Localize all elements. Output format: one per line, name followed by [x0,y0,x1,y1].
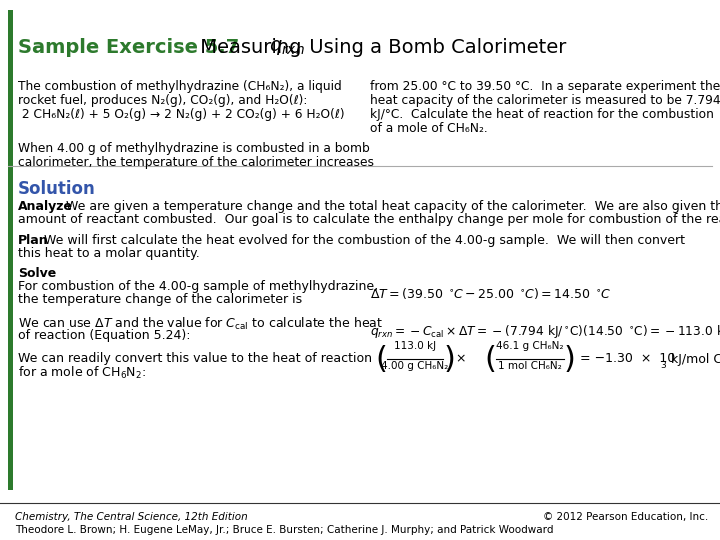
Text: of reaction (Equation 5.24):: of reaction (Equation 5.24): [18,329,191,342]
Text: rocket fuel, produces N₂(g), CO₂(g), and H₂O(ℓ):: rocket fuel, produces N₂(g), CO₂(g), and… [18,94,307,107]
Text: We will first calculate the heat evolved for the combustion of the 4.00-g sample: We will first calculate the heat evolved… [44,234,685,247]
Text: heat capacity of the calorimeter is measured to be 7.794: heat capacity of the calorimeter is meas… [370,94,720,107]
Text: Solve: Solve [18,267,56,280]
Text: kJ/°C.  Calculate the heat of reaction for the combustion: kJ/°C. Calculate the heat of reaction fo… [370,108,714,121]
Text: amount of reactant combusted.  Our goal is to calculate the enthalpy change per : amount of reactant combusted. Our goal i… [18,213,720,226]
Text: Plan: Plan [18,234,49,247]
Text: (: ( [484,345,496,374]
Text: 4.00 g CH₆N₂: 4.00 g CH₆N₂ [382,361,449,371]
Text: = −1.30  ×  10: = −1.30 × 10 [580,353,675,366]
Text: kJ/mol CH₆N₂: kJ/mol CH₆N₂ [667,353,720,366]
Text: the temperature change of the calorimeter is: the temperature change of the calorimete… [18,293,302,306]
Text: ): ) [443,345,455,374]
Text: 46.1 g CH₆N₂: 46.1 g CH₆N₂ [496,341,564,351]
Text: $q_{\mathit{rxn}} = -C_{\mathrm{cal}} \times \Delta T = -(7.794\ \mathrm{kJ/}^\c: $q_{\mathit{rxn}} = -C_{\mathrm{cal}} \t… [370,323,720,340]
Text: $\Delta T = (39.50\ ^\circ\!C - 25.00\ ^\circ\!C) = 14.50\ ^\circ\!C$: $\Delta T = (39.50\ ^\circ\!C - 25.00\ ^… [370,286,611,301]
Text: Chemistry, The Central Science, 12th Edition: Chemistry, The Central Science, 12th Edi… [15,512,248,522]
Text: For combustion of the 4.00-g sample of methylhydrazine,: For combustion of the 4.00-g sample of m… [18,280,378,293]
Text: 2 CH₆N₂(ℓ) + 5 O₂(g) → 2 N₂(g) + 2 CO₂(g) + 6 H₂O(ℓ): 2 CH₆N₂(ℓ) + 5 O₂(g) → 2 N₂(g) + 2 CO₂(g… [18,108,345,121]
Text: Solution: Solution [18,180,96,198]
Text: from 25.00 °C to 39.50 °C.  In a separate experiment the: from 25.00 °C to 39.50 °C. In a separate… [370,80,720,93]
Text: We can use $\Delta T$ and the value for $C_{\mathrm{cal}}$ to calculate the heat: We can use $\Delta T$ and the value for … [18,316,383,332]
Text: 113.0 kJ: 113.0 kJ [394,341,436,351]
Text: The combustion of methylhydrazine (CH₆N₂), a liquid: The combustion of methylhydrazine (CH₆N₂… [18,80,342,93]
Text: When 4.00 g of methylhydrazine is combusted in a bomb: When 4.00 g of methylhydrazine is combus… [18,142,370,155]
Text: Theodore L. Brown; H. Eugene LeMay, Jr.; Bruce E. Bursten; Catherine J. Murphy; : Theodore L. Brown; H. Eugene LeMay, Jr.;… [15,525,554,535]
Text: Sample Exercise 5.7: Sample Exercise 5.7 [18,38,239,57]
Text: ): ) [564,345,576,374]
Text: Using a Bomb Calorimeter: Using a Bomb Calorimeter [303,38,567,57]
Text: $q_{\mathit{rxn}}$: $q_{\mathit{rxn}}$ [269,38,305,57]
Text: ×: × [456,353,467,366]
Text: © 2012 Pearson Education, Inc.: © 2012 Pearson Education, Inc. [543,512,708,522]
Text: Analyze: Analyze [18,200,73,213]
Text: calorimeter, the temperature of the calorimeter increases: calorimeter, the temperature of the calo… [18,156,374,169]
Text: 3: 3 [660,361,666,370]
Text: for a mole of CH$_6$N$_2$:: for a mole of CH$_6$N$_2$: [18,365,146,381]
Text: We are given a temperature change and the total heat capacity of the calorimeter: We are given a temperature change and th… [66,200,720,213]
Text: We can readily convert this value to the heat of reaction: We can readily convert this value to the… [18,352,372,365]
Text: of a mole of CH₆N₂.: of a mole of CH₆N₂. [370,122,487,135]
Text: this heat to a molar quantity.: this heat to a molar quantity. [18,247,199,260]
Text: 1 mol CH₆N₂: 1 mol CH₆N₂ [498,361,562,371]
Text: (: ( [375,345,387,374]
Bar [8,10,13,490]
Text: Measuring: Measuring [194,38,307,57]
